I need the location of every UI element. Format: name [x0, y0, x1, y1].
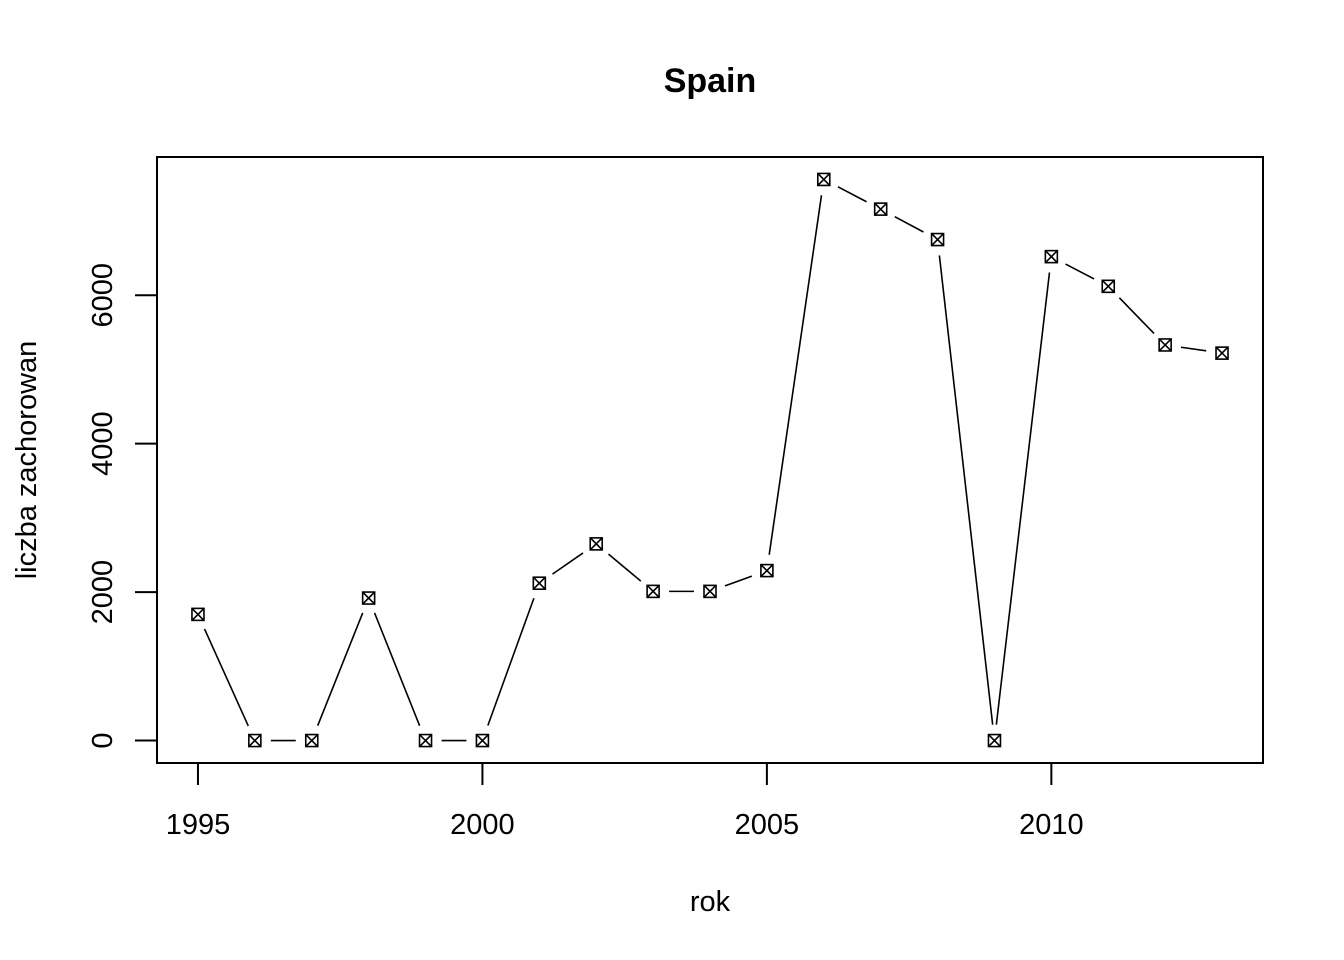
data-point [304, 733, 319, 748]
x-tick-label: 2000 [450, 809, 515, 841]
line-segment [203, 628, 250, 727]
line-segment [552, 552, 584, 575]
y-tick-label: 0 [87, 732, 119, 748]
line-segment [373, 612, 421, 726]
y-axis-label: liczba zachorowan [11, 341, 43, 580]
line-segment [1180, 346, 1207, 352]
series-line [203, 186, 1207, 742]
data-point [532, 576, 547, 591]
data-point [816, 172, 831, 187]
y-tick-label: 6000 [87, 263, 119, 328]
x-tick-label: 2005 [735, 809, 800, 841]
chart-title: Spain [664, 62, 757, 100]
data-point [361, 591, 376, 605]
line-segment [724, 575, 753, 587]
line-segment [995, 272, 1051, 725]
x-tick-label: 2010 [1019, 809, 1084, 841]
x-tick-label: 1995 [166, 809, 231, 841]
line-segment [768, 195, 823, 555]
data-point [873, 202, 888, 216]
y-tick-label: 4000 [87, 411, 119, 476]
x-axis: 1995 2000 2005 2010 [166, 762, 1084, 841]
data-point [646, 584, 660, 599]
data-point [475, 733, 490, 748]
line-segment [487, 597, 535, 726]
line-segment [1118, 297, 1155, 335]
line-segment [837, 186, 867, 203]
line-segment [316, 612, 364, 726]
series-points [191, 172, 1229, 748]
data-point [1158, 338, 1172, 352]
data-point [589, 537, 604, 551]
data-point [703, 584, 717, 599]
y-tick-label: 2000 [87, 560, 119, 625]
data-point [191, 607, 205, 622]
data-point [987, 733, 1002, 748]
data-point [248, 733, 262, 748]
data-point [930, 232, 945, 247]
line-segment [894, 215, 924, 233]
x-axis-label: rok [690, 886, 731, 918]
data-point [418, 733, 433, 748]
line-segment [607, 553, 642, 582]
y-axis: 0 2000 4000 6000 [87, 263, 158, 749]
data-point [1044, 249, 1059, 264]
data-point [1101, 279, 1116, 294]
line-segment [938, 255, 994, 725]
data-point [760, 563, 774, 578]
line-segment [1065, 263, 1095, 280]
plot-frame [156, 156, 1264, 764]
data-point [1215, 346, 1229, 360]
